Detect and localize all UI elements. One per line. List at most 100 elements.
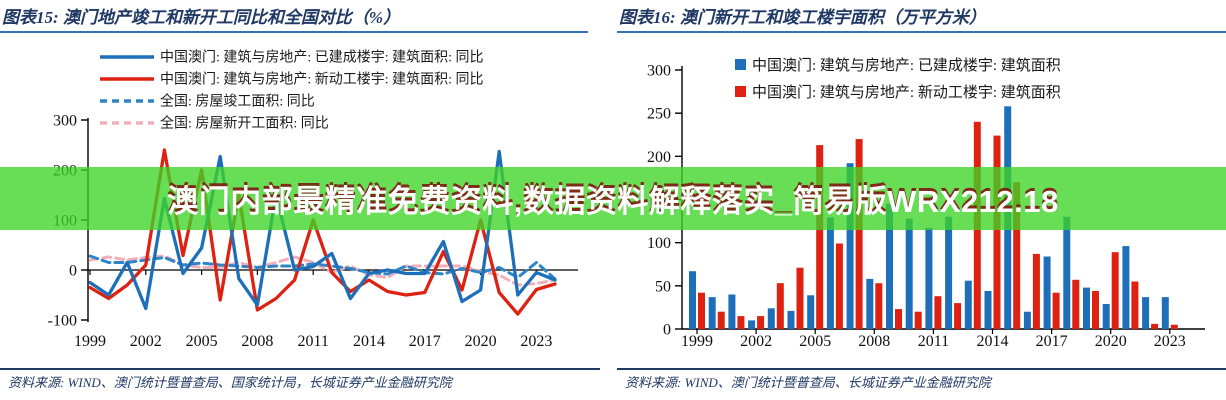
bar — [1131, 281, 1139, 329]
bar — [1052, 292, 1060, 329]
bar — [1111, 252, 1119, 329]
figure15-source-rule — [0, 368, 600, 370]
bar — [708, 297, 716, 329]
figure16-panel: 图表16: 澳门新开工和竣工楼宇面积（万平方米） 050100150200250… — [617, 0, 1226, 400]
bar — [1170, 324, 1178, 329]
bar — [925, 228, 933, 329]
figure16-title-underline — [617, 31, 1226, 33]
figure16-source-rule — [617, 368, 1226, 370]
y-tick-label: 0 — [663, 322, 671, 339]
x-tick-label: 2005 — [799, 333, 831, 350]
bar — [1102, 304, 1110, 329]
bar — [776, 283, 784, 329]
bar — [807, 295, 815, 329]
x-tick-label: 2005 — [186, 333, 218, 350]
x-tick-label: 2002 — [130, 333, 162, 350]
x-tick-label: 2011 — [297, 333, 328, 350]
bar — [993, 135, 1001, 329]
bar — [1063, 216, 1071, 329]
y-axis: 050100150200250300 — [647, 63, 683, 339]
bar — [945, 216, 953, 329]
bar — [914, 311, 922, 329]
x-tick-label: 2020 — [465, 333, 497, 350]
x-tick-label: 1999 — [681, 333, 713, 350]
y-tick-label: 200 — [647, 149, 671, 166]
bar — [1122, 246, 1130, 329]
bar — [698, 292, 705, 329]
legend-label-2: 全国: 房屋竣工面积: 同比 — [160, 93, 315, 110]
bar — [954, 303, 962, 329]
bar — [757, 316, 765, 329]
figure16-title: 图表16: 澳门新开工和竣工楼宇面积（万平方米） — [619, 8, 986, 27]
x-tick-label: 2002 — [740, 333, 772, 350]
bar — [689, 271, 696, 329]
x-tick-label: 2014 — [977, 333, 1009, 350]
y-tick-label: 100 — [647, 235, 671, 252]
legend-swatch-0 — [735, 59, 746, 70]
figure15-title-underline — [0, 31, 588, 33]
bar — [1043, 256, 1051, 329]
bar — [866, 278, 874, 329]
y-tick-label: 300 — [647, 63, 671, 80]
y-tick-label: 0 — [69, 263, 77, 280]
legend-label-0: 中国澳门: 建筑与房地产: 已建成楼宇: 建筑面积: 同比 — [160, 50, 484, 66]
x-tick-label: 1999 — [74, 333, 106, 350]
bar — [728, 294, 736, 329]
x-tick-label: 2014 — [353, 333, 385, 350]
bar — [737, 316, 745, 329]
x-tick-label: 2023 — [1154, 333, 1186, 350]
bar — [846, 163, 854, 329]
bar — [1032, 253, 1040, 329]
bar — [1023, 311, 1031, 329]
legend-label-3: 全国: 房屋新开工面积: 同比 — [160, 115, 329, 132]
bar — [1161, 297, 1169, 329]
x-tick-label: 2011 — [918, 333, 949, 350]
y-tick-label: 50 — [655, 278, 671, 295]
bar — [826, 217, 834, 329]
x-axis: 1999 2002 2005 2008 2011 2014 2017 2020 2023 — [74, 269, 578, 350]
figure15-title: 图表15: 澳门地产竣工和新开工同比和全国对比（%） — [2, 8, 401, 27]
line-chart-figure15: 3002001000-10019992002200520082011201420… — [48, 50, 578, 350]
bar — [886, 203, 893, 329]
bar — [835, 243, 843, 329]
legend-label-1: 中国澳门: 建筑与房地产: 新动工楼宇: 建筑面积 — [752, 84, 1061, 101]
x-tick-label: 2017 — [1036, 333, 1068, 350]
bar — [1151, 323, 1159, 329]
bar — [964, 280, 972, 329]
watermark-text: 澳门内部最精准免费资料,数据资料解释落实_简易版WRX212.18 — [167, 184, 1059, 219]
x-axis: 1999 2002 2005 2008 2011 2014 2017 2020 2023 — [681, 328, 1205, 350]
legend-label-0: 中国澳门: 建筑与房地产: 已建成楼宇: 建筑面积 — [752, 57, 1061, 74]
watermark-banner: 澳门内部最精准免费资料,数据资料解释落实_简易版WRX212.18 — [0, 167, 1226, 230]
bar — [855, 139, 863, 329]
x-tick-label: 2008 — [858, 333, 890, 350]
x-tick-label: 2008 — [241, 333, 273, 350]
series-line-2 — [88, 254, 557, 281]
bar — [1072, 279, 1080, 329]
bar — [895, 309, 902, 329]
x-tick-label: 2020 — [1095, 333, 1127, 350]
figure16-source: 资料来源: WIND、澳门统计暨普查局、长城证券产业金融研究院 — [625, 375, 991, 390]
y-tick-label: -100 — [48, 313, 77, 330]
figure15-panel: 图表15: 澳门地产竣工和新开工同比和全国对比（%） 3002001000-10… — [0, 0, 600, 400]
bar — [905, 218, 913, 329]
bar — [816, 145, 824, 329]
y-tick-label: 300 — [53, 113, 77, 130]
bar — [1142, 297, 1150, 329]
bar — [1083, 287, 1090, 329]
bar — [984, 291, 992, 329]
legend-label-1: 中国澳门: 建筑与房地产: 新动工楼宇: 建筑面积: 同比 — [160, 72, 484, 88]
bar — [787, 310, 795, 329]
x-tick-label: 2023 — [520, 333, 552, 350]
bar — [796, 267, 804, 329]
bar — [875, 283, 883, 329]
bar — [748, 320, 756, 329]
legend-swatch-1 — [735, 86, 746, 97]
bar — [767, 308, 775, 329]
x-tick-label: 2017 — [409, 333, 441, 350]
bar — [717, 311, 725, 329]
bar — [1013, 182, 1021, 329]
figure15-source: 资料来源: WIND、澳门统计暨普查局、国家统计局，长城证券产业金融研究院 — [8, 375, 452, 390]
